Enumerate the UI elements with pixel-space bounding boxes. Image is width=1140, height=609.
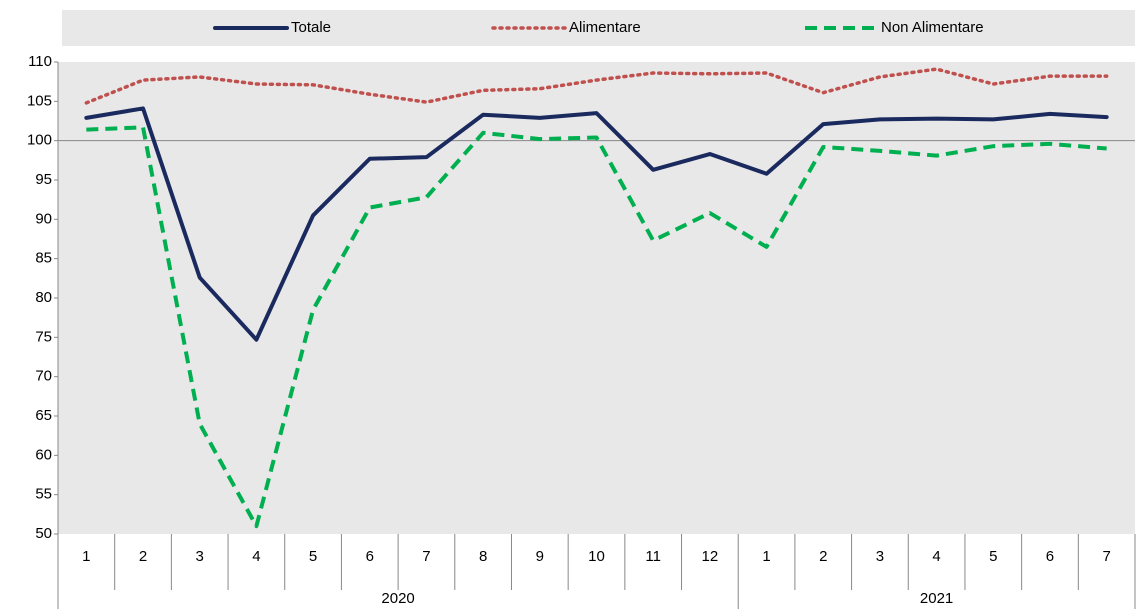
y-tick-label: 50 — [35, 525, 52, 542]
y-tick-label: 70 — [35, 368, 52, 385]
series-line — [84, 67, 1109, 105]
x-group-label: 2021 — [920, 590, 953, 607]
y-tick-label: 80 — [35, 289, 52, 306]
y-tick-label: 55 — [35, 486, 52, 503]
y-tick-label: 65 — [35, 407, 52, 424]
y-tick-label: 85 — [35, 250, 52, 267]
x-tick-label: 4 — [252, 548, 260, 565]
x-tick-label: 6 — [366, 548, 374, 565]
x-tick-label: 3 — [876, 548, 884, 565]
y-tick-label: 95 — [35, 171, 52, 188]
x-tick-label: 12 — [702, 548, 719, 565]
series-line — [84, 106, 1109, 342]
x-tick-label: 9 — [536, 548, 544, 565]
x-tick-label: 7 — [1102, 548, 1110, 565]
x-tick-label: 6 — [1046, 548, 1054, 565]
y-tick-label: 100 — [27, 132, 52, 149]
x-tick-label: 1 — [762, 548, 770, 565]
x-tick-label: 7 — [422, 548, 430, 565]
x-tick-label: 11 — [645, 548, 661, 565]
legend-label: Non Alimentare — [881, 19, 984, 36]
y-tick-label: 75 — [35, 328, 52, 345]
x-tick-label: 2 — [139, 548, 147, 565]
x-tick-label: 1 — [82, 548, 90, 565]
y-tick-label: 60 — [35, 446, 52, 463]
y-tick-label: 105 — [27, 92, 52, 109]
series-line — [86, 125, 1107, 529]
x-tick-label: 5 — [309, 548, 317, 565]
legend-label: Totale — [291, 19, 331, 36]
x-group-label: 2020 — [381, 590, 414, 607]
x-tick-label: 2 — [819, 548, 827, 565]
x-tick-label: 4 — [932, 548, 940, 565]
y-tick-label: 90 — [35, 210, 52, 227]
x-tick-label: 3 — [196, 548, 204, 565]
x-tick-label: 10 — [588, 548, 605, 565]
legend-label: Alimentare — [569, 19, 641, 36]
x-tick-label: 5 — [989, 548, 997, 565]
y-tick-label: 110 — [28, 53, 52, 70]
x-tick-label: 8 — [479, 548, 487, 565]
